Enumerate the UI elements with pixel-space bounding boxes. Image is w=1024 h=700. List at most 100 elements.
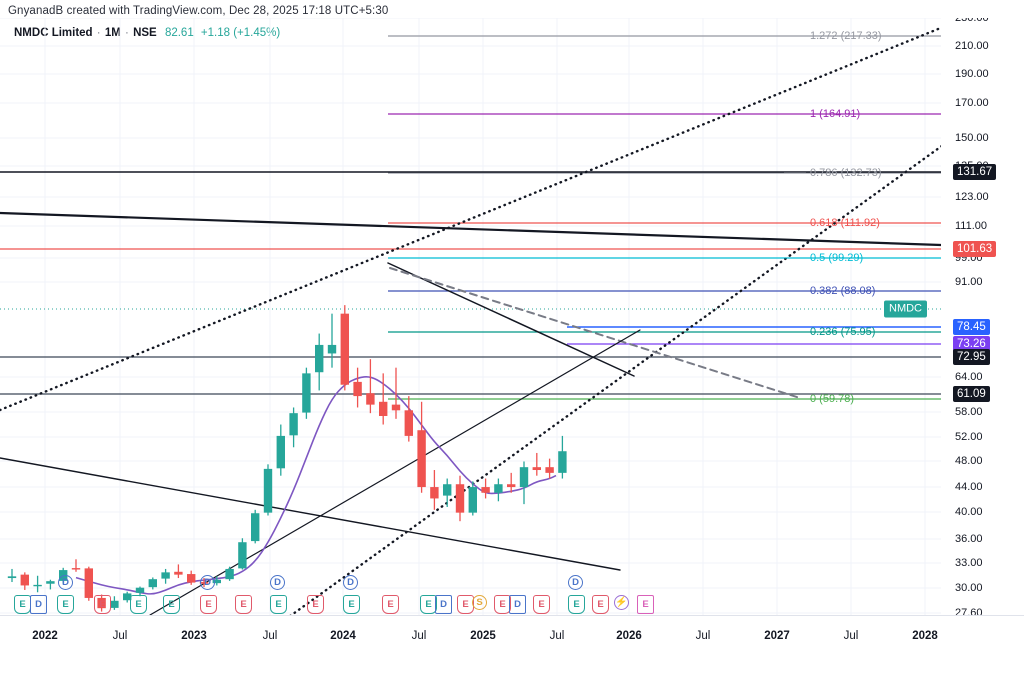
fib-level-label: 0.236 (75.95) [810, 326, 876, 338]
event-marker-s-icon[interactable]: S [472, 595, 487, 610]
event-marker-row[interactable]: E D E D E E E E D E E D E E D E E D E S E D E E D E ⚡ E [0, 575, 941, 617]
price-tick: 210.00 [955, 40, 989, 52]
price-level-badge[interactable]: 72.95 [953, 349, 990, 365]
time-axis[interactable]: 2022 Jul 2023 Jul 2024 Jul 2025 Jul 2026 Jul 2027 J… [0, 615, 1024, 700]
time-tick: Jul [411, 630, 427, 642]
fib-level-dash [784, 257, 806, 259]
legend-interval[interactable]: 1M [104, 27, 121, 39]
trendlines [0, 26, 941, 615]
fib-level-dash [784, 331, 806, 333]
price-tick: 48.00 [955, 455, 983, 467]
time-tick: Jul [695, 630, 711, 642]
price-level-badge[interactable]: 61.09 [953, 386, 990, 402]
event-marker-e-icon[interactable]: E [382, 595, 399, 614]
event-marker-e-icon[interactable]: E [568, 595, 585, 614]
price-tick: 111.00 [955, 220, 988, 232]
price-tick: 27.60 [955, 607, 983, 615]
fib-level-dash [784, 35, 806, 37]
price-tick: 44.00 [955, 481, 983, 493]
price-level-badge[interactable]: 101.63 [953, 241, 997, 257]
event-marker-d-icon[interactable]: D [200, 575, 215, 590]
legend-change: +1.18 (+1.45%) [200, 27, 281, 39]
fib-level-label: 0.5 (99.29) [810, 252, 864, 264]
fib-level-lines [388, 35, 941, 400]
event-marker-e-icon[interactable]: E [200, 595, 217, 614]
time-tick: 2025 [470, 630, 496, 642]
legend-exchange[interactable]: NSE [133, 27, 157, 39]
event-marker-e-icon[interactable]: E [533, 595, 550, 614]
time-tick: 2027 [764, 630, 790, 642]
time-tick: 2022 [32, 630, 58, 642]
event-marker-e-icon[interactable]: E [163, 595, 180, 614]
event-marker-d-icon[interactable]: D [343, 575, 358, 590]
price-tick: 123.00 [955, 191, 989, 203]
time-tick: 2028 [912, 630, 938, 642]
event-marker-d-icon[interactable]: D [509, 595, 526, 614]
fib-level-label: 0.618 (111.92) [810, 217, 880, 229]
price-level-badge[interactable]: 73.26 [953, 336, 990, 352]
event-marker-d-icon[interactable]: D [58, 575, 73, 590]
fib-level-dash [784, 113, 806, 115]
price-level-badge[interactable]: 131.67 [953, 164, 997, 180]
event-marker-e-icon[interactable]: E [343, 595, 360, 614]
chart-legend[interactable]: NMDC Limited · 1M · NSE 82.61 +1.18 (+1.… [14, 27, 280, 39]
event-marker-e-icon[interactable]: E [14, 595, 31, 614]
event-marker-e-icon[interactable]: E [130, 595, 147, 614]
price-tick: 52.00 [955, 431, 983, 443]
gridlines [0, 18, 941, 615]
time-tick: Jul [112, 630, 128, 642]
event-marker-d-icon[interactable]: D [30, 595, 47, 614]
time-tick: 2024 [330, 630, 356, 642]
event-marker-e-icon[interactable]: E [420, 595, 437, 614]
event-marker-e-icon[interactable]: E [57, 595, 74, 614]
event-marker-d-icon[interactable]: D [270, 575, 285, 590]
price-tick: 150.00 [955, 132, 989, 144]
fib-level-dash [784, 172, 806, 174]
price-tick: 230.00 [955, 18, 989, 24]
event-marker-e-icon[interactable]: E [494, 595, 511, 614]
legend-symbol[interactable]: NMDC Limited [14, 27, 93, 39]
legend-separator-1: · [96, 27, 101, 39]
fib-level-label: 1.272 (217.33) [810, 30, 882, 42]
fib-level-dash [784, 290, 806, 292]
time-tick: Jul [549, 630, 565, 642]
price-tick: 190.00 [955, 68, 989, 80]
chart-plot-area[interactable]: 1.272 (217.33) 1 (164.91) 0.786 (132.73) 0.… [0, 18, 941, 615]
price-tick: 58.00 [955, 406, 983, 418]
price-tick: 30.00 [955, 582, 983, 594]
event-marker-d-icon[interactable]: D [568, 575, 583, 590]
price-tick: 64.00 [955, 371, 983, 383]
price-tick: 91.00 [955, 276, 983, 288]
event-marker-e-icon[interactable]: E [592, 595, 609, 614]
fib-level-dash [784, 398, 806, 400]
horizontal-level-lines [0, 171, 941, 395]
price-tick: 170.00 [955, 97, 989, 109]
price-tick: 40.00 [955, 506, 983, 518]
last-price-symbol-tag: NMDC [884, 300, 927, 318]
event-marker-e-icon[interactable]: E [270, 595, 287, 614]
fib-level-label: 1 (164.91) [810, 108, 861, 120]
legend-last-price: 82.61 [164, 27, 194, 39]
event-marker-e-icon[interactable]: E [94, 595, 111, 614]
event-marker-d-icon[interactable]: D [435, 595, 452, 614]
time-tick: Jul [843, 630, 859, 642]
event-marker-e-icon[interactable]: E [235, 595, 252, 614]
legend-separator-2: · [125, 27, 129, 39]
time-tick: 2023 [181, 630, 207, 642]
price-tick: 36.00 [955, 533, 983, 545]
chart-canvas [0, 18, 941, 615]
time-tick: Jul [262, 630, 278, 642]
fib-level-label: 0.382 (88.08) [810, 285, 876, 297]
price-tick: 33.00 [955, 557, 983, 569]
candlestick-series [7, 305, 567, 612]
event-marker-lightning-icon[interactable]: ⚡ [614, 595, 629, 610]
attribution-text: GnyanadB created with TradingView.com, D… [8, 5, 389, 17]
time-tick: 2026 [616, 630, 642, 642]
fib-level-dash [784, 222, 806, 224]
event-marker-e-icon[interactable]: E [307, 595, 324, 614]
price-level-badge[interactable]: 78.45 [953, 319, 990, 335]
fib-level-label: 0.786 (132.73) [810, 167, 882, 179]
price-axis[interactable]: 230.00210.00190.00170.00150.00135.00123.… [941, 18, 1024, 615]
event-marker-e-icon[interactable]: E [637, 595, 654, 614]
